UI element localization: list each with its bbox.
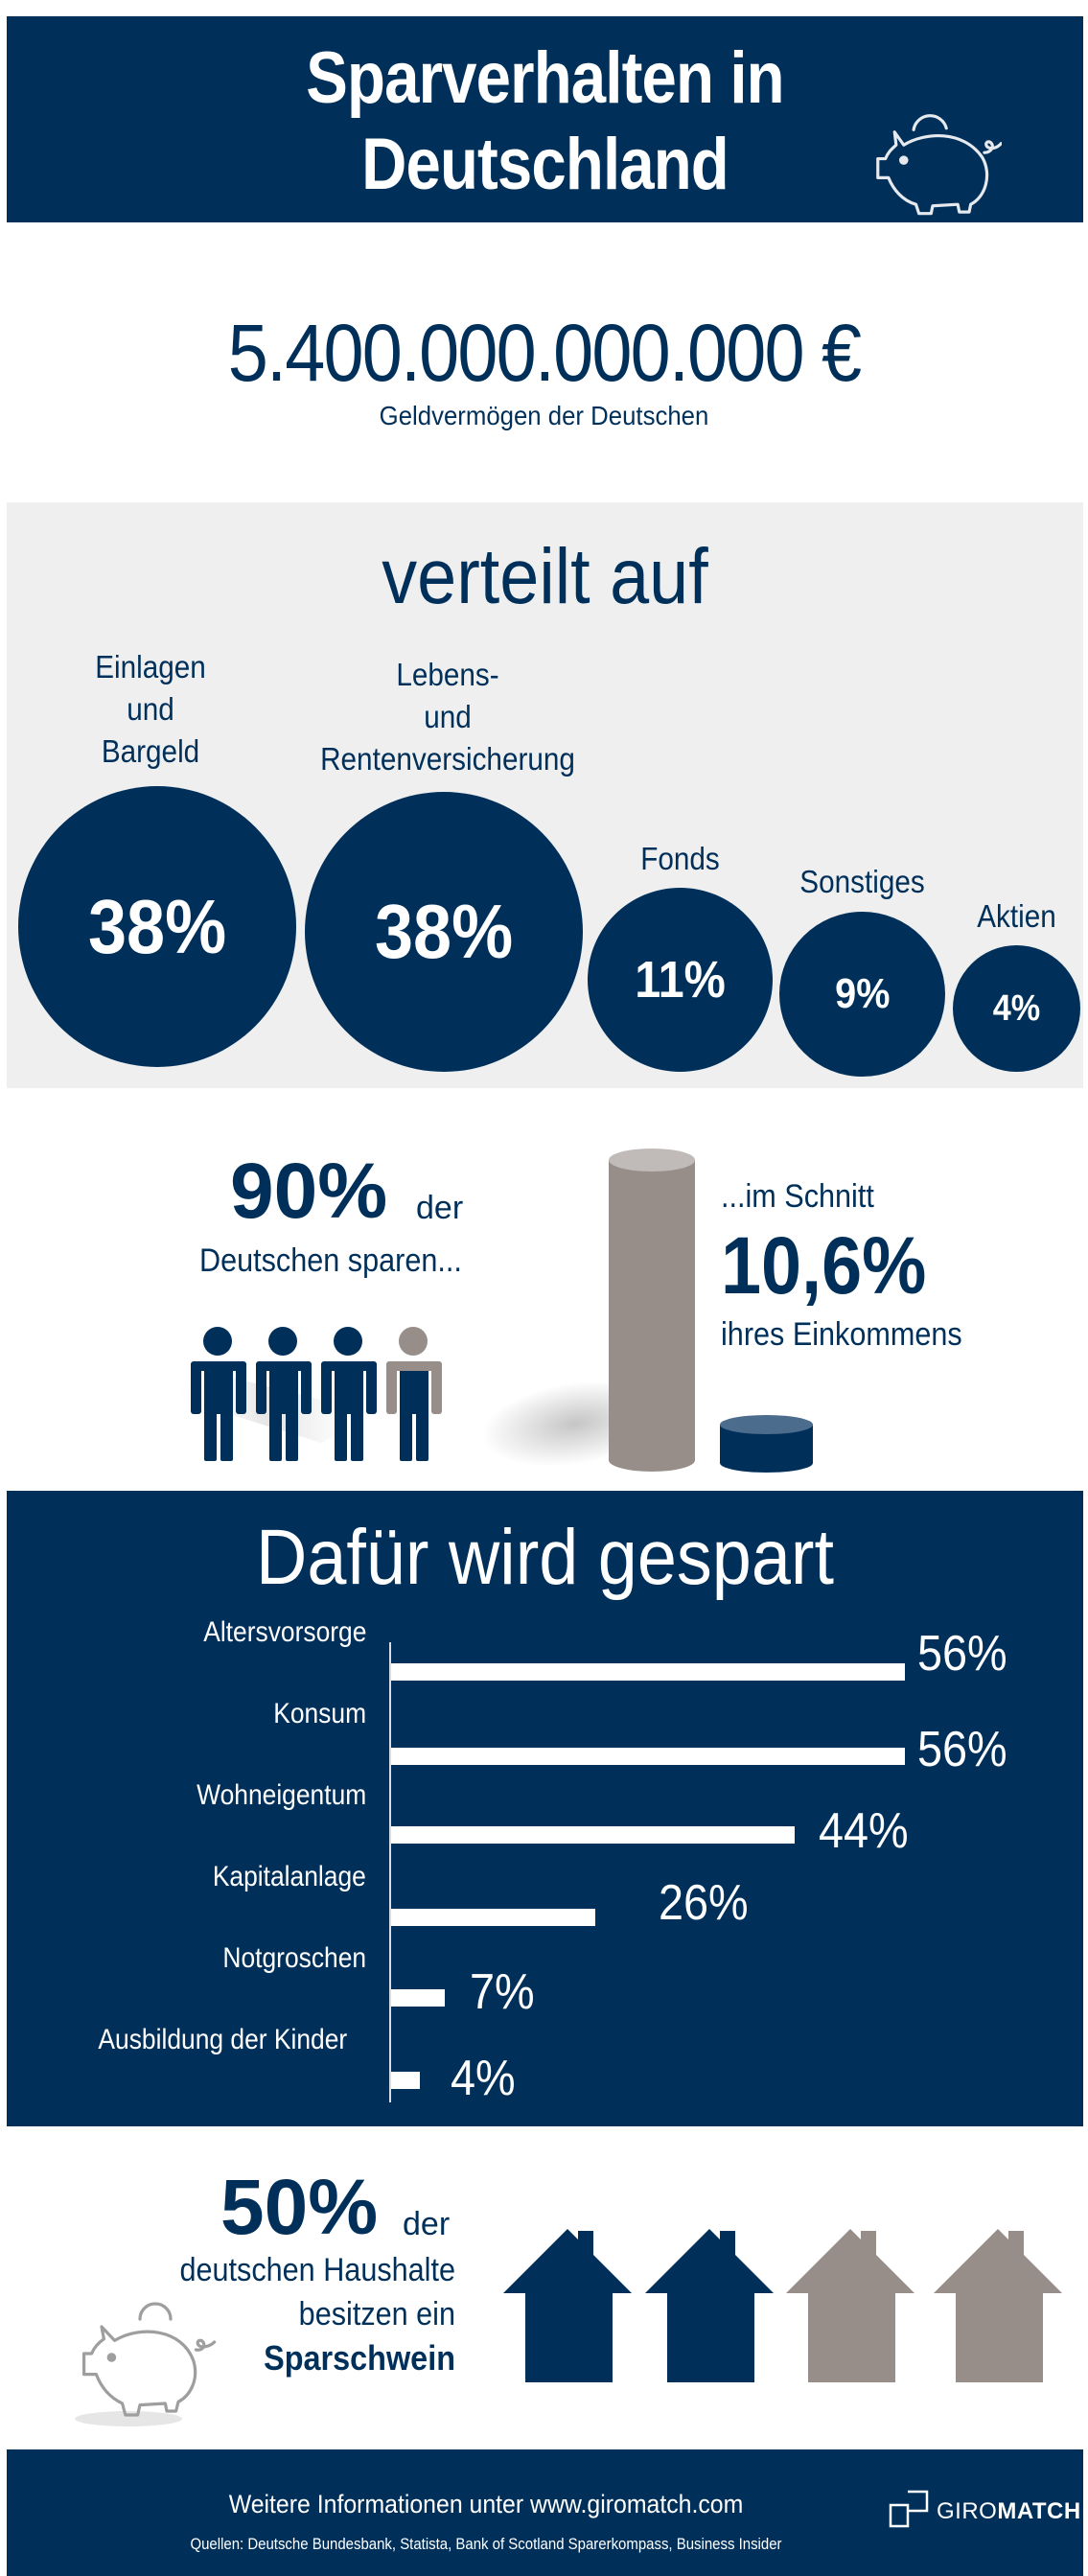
bar-value: 56% [917,1722,1007,1777]
chart-axis [389,1642,391,2102]
label-line: Lebens- [396,657,499,692]
label-einlagen: Einlagen und Bargeld [56,646,245,773]
bar-value: 7% [470,1964,535,2020]
savers-share-suffix: der [416,1190,464,1226]
circle-aktien: 4% [953,945,1080,1072]
bar-altersvorsorge [391,1663,905,1681]
average-prefix: ...im Schnitt [721,1178,874,1215]
savers-share-caption: Deutschen sparen... [199,1242,462,1279]
income-cylinder-icon [609,1149,695,1472]
logo-mark-icon [889,2490,929,2528]
footer: Weitere Informationen unter www.giromatc… [7,2449,1083,2576]
label-line: Bargeld [101,733,200,769]
value-aktien: 4% [992,987,1041,1029]
savings-goals-panel: Dafür wird gespart Altersvorsorge 56% Ko… [7,1491,1083,2126]
average-savings-rate: 10,6% [721,1220,927,1311]
house-icon [934,2229,1062,2382]
house-icon [645,2229,774,2382]
piggy-bank-icon [876,114,1002,216]
sources-text: Quellen: Deutsche Bundesbank, Statista, … [190,2535,782,2553]
total-wealth-caption: Geldvermögen der Deutschen [379,401,709,430]
distribution-panel: verteilt auf Einlagen und Bargeld 38% Le… [7,502,1083,1088]
bar-label: Wohneigentum [196,1779,366,1811]
header-banner: Sparverhalten in Deutschland [7,16,1083,222]
house-icon [503,2229,632,2382]
piggy-caption-line1: deutschen Haushalte [179,2252,455,2288]
houses-icons [503,2229,1062,2382]
label-line: und [127,691,174,727]
bar-notgroschen [391,1989,445,2007]
giromatch-logo[interactable]: GIROMATCH [889,2488,1080,2534]
bar-value: 56% [917,1626,1007,1682]
value-einlagen: 38% [87,883,227,969]
value-sonstiges: 9% [834,970,891,1017]
person-icon-partial [386,1327,442,1461]
label-line: Fonds [640,841,720,876]
person-icon [191,1327,246,1461]
label-rente: Lebens- und Rentenversicherung [310,654,586,780]
bar-label: Konsum [273,1698,366,1729]
bar-wohneigentum [391,1826,795,1844]
person-icon [321,1327,377,1461]
label-line: Einlagen [95,649,206,685]
bar-value: 4% [451,2051,516,2106]
label-line: Aktien [977,898,1056,934]
label-sonstiges: Sonstiges [779,861,946,903]
label-aktien: Aktien [960,895,1075,938]
circle-rente: 38% [305,792,583,1072]
logo-text-light: GIRO [937,2498,998,2524]
piggy-caption-line3: Sparschwein [264,2338,455,2378]
label-line: und [424,699,472,734]
people-icons [168,1327,442,1461]
piggy-bank-icon [75,2302,217,2426]
circle-einlagen: 38% [18,786,296,1067]
logo-text-bold: MATCH [997,2498,1081,2524]
logo-text: GIROMATCH [937,2497,1081,2526]
house-icon [786,2229,914,2382]
savers-share-value: 90% [230,1148,388,1235]
piggy-caption-line2: besitzen ein [298,2296,455,2332]
piggy-share-suffix: der [403,2206,451,2242]
label-line: Sonstiges [799,864,925,899]
bar-label: Kapitalanlage [212,1861,366,1892]
savings-cylinder-icon [720,1415,813,1473]
label-fonds: Fonds [597,838,764,880]
average-suffix: ihres Einkommens [721,1316,962,1353]
circle-sonstiges: 9% [779,912,945,1077]
savings-goals-title: Dafür wird gespart [256,1514,834,1601]
title-line-1: Sparverhalten in [306,37,784,119]
bar-konsum [391,1748,905,1765]
label-line: Rentenversicherung [320,741,575,777]
bar-kapitalanlage [391,1909,595,1926]
more-info-link[interactable]: Weitere Informationen unter www.giromatc… [228,2490,744,2518]
circle-fonds: 11% [588,888,773,1072]
total-wealth-value: 5.400.000.000.000 € [227,308,862,398]
bar-value: 26% [659,1875,749,1931]
distribution-title: verteilt auf [382,533,708,620]
bar-value: 44% [819,1803,909,1859]
value-fonds: 11% [635,951,726,1009]
piggy-share-value: 50% [220,2164,379,2251]
person-icon [256,1327,312,1461]
page-title: Sparverhalten in Deutschland [82,35,1008,208]
bar-ausbildung [391,2072,420,2089]
bar-label: Notgroschen [222,1942,366,1974]
bar-label: Ausbildung der Kinder [98,2024,347,2055]
title-line-2: Deutschland [361,124,729,205]
bar-label: Altersvorsorge [202,1616,366,1648]
value-rente: 38% [374,889,514,974]
